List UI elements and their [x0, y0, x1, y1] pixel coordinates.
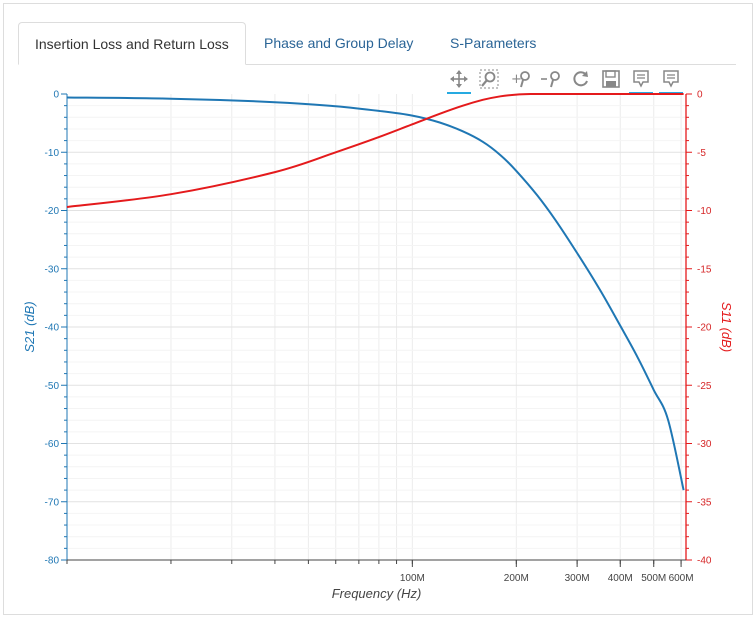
y-left-axis-title: S21 (dB): [22, 301, 37, 352]
y-right-tick-label: -10: [697, 206, 712, 217]
y-left-tick-label: -20: [45, 206, 60, 217]
y-right-tick-label: -5: [697, 148, 706, 159]
save-icon[interactable]: [598, 66, 624, 92]
tab-bar: Insertion Loss and Return Loss Phase and…: [18, 22, 736, 65]
y-left-tick-label: -60: [45, 439, 60, 450]
y-right-tick-label: -30: [697, 439, 712, 450]
y-right-axis-title: S11 (dB): [719, 302, 734, 352]
x-tick-label: 300M: [565, 573, 590, 584]
zoom-in-icon[interactable]: +: [508, 66, 534, 92]
x-tick-label: 400M: [608, 573, 633, 584]
y-left-tick-label: -50: [45, 381, 60, 392]
x-axis-title: Frequency (Hz): [332, 586, 422, 601]
y-right-tick-label: -35: [697, 497, 712, 508]
series-line-s21: [66, 96, 685, 491]
y-right-tick-label: -15: [697, 264, 712, 275]
tab-phase-group-delay[interactable]: Phase and Group Delay: [264, 35, 414, 51]
y-right-tick-label: -20: [697, 323, 712, 334]
box-zoom-icon[interactable]: [476, 66, 502, 92]
tab-insertion-loss[interactable]: Insertion Loss and Return Loss: [18, 22, 246, 65]
x-tick-label: 500M: [641, 573, 666, 584]
x-tick-label: 100M: [400, 573, 425, 584]
y-left-tick-label: 0: [53, 90, 59, 101]
y-left-tick-label: -10: [45, 148, 60, 159]
x-tick-label: 600M: [669, 573, 694, 584]
plot-toolbar: +: [444, 66, 690, 94]
series-line-s11: [66, 92, 684, 208]
x-tick-label: 200M: [504, 573, 529, 584]
pan-icon[interactable]: [446, 66, 472, 94]
zoom-out-icon[interactable]: [538, 66, 564, 92]
y-left-tick-label: -80: [45, 556, 60, 567]
reset-icon[interactable]: [568, 66, 594, 92]
tab-s-parameters[interactable]: S-Parameters: [450, 35, 537, 51]
y-right-tick-label: 0: [697, 90, 703, 101]
y-left-tick-label: -70: [45, 497, 60, 508]
y-right-tick-label: -40: [697, 556, 712, 567]
y-left-tick-label: -30: [45, 264, 60, 275]
y-left-tick-label: -40: [45, 323, 60, 334]
svg-text:+: +: [511, 72, 522, 87]
y-right-tick-label: -25: [697, 381, 712, 392]
